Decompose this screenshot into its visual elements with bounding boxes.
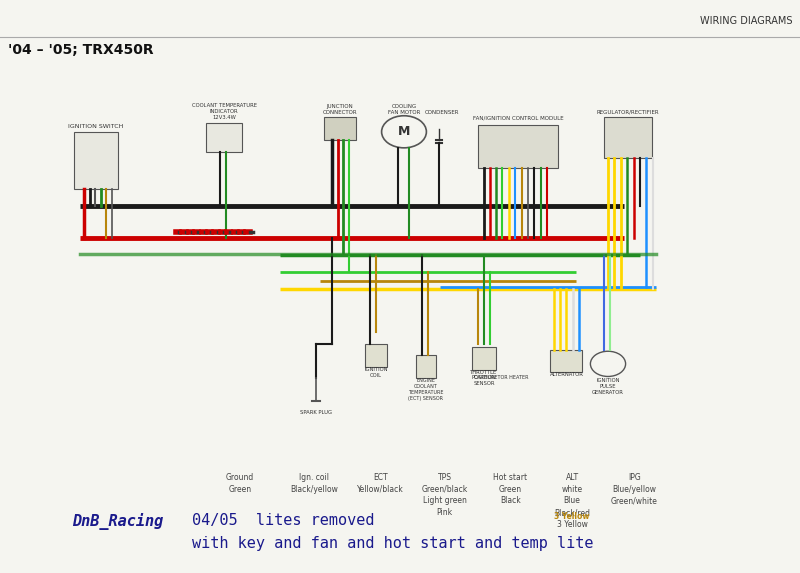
Text: ECT
Yellow/black: ECT Yellow/black [358,473,404,493]
Text: CARBURETOR HEATER: CARBURETOR HEATER [474,375,529,380]
Text: THROTTLE
POSITION
SENSOR: THROTTLE POSITION SENSOR [470,370,498,386]
Text: 04/05  lites removed: 04/05 lites removed [192,513,374,528]
Text: M: M [398,125,410,138]
Text: Ign. coil
Black/yellow: Ign. coil Black/yellow [290,473,338,493]
Text: SPARK PLUG: SPARK PLUG [300,410,332,415]
Text: 3 Yellow: 3 Yellow [554,512,590,521]
Text: JUNCTION
CONNECTOR: JUNCTION CONNECTOR [322,104,358,115]
Text: CONDENSER: CONDENSER [425,109,460,115]
FancyBboxPatch shape [206,123,242,152]
Text: WIRING DIAGRAMS: WIRING DIAGRAMS [699,16,792,26]
FancyBboxPatch shape [478,125,558,167]
Text: with key and fan and hot start and temp lite: with key and fan and hot start and temp … [192,536,594,551]
Text: IGNITION
COIL: IGNITION COIL [364,367,388,378]
Text: IPG
Blue/yellow
Green/white: IPG Blue/yellow Green/white [611,473,658,505]
Text: REGULATOR/RECTIFIER: REGULATOR/RECTIFIER [597,109,659,115]
FancyBboxPatch shape [324,117,356,140]
Text: Hot start
Green
Black: Hot start Green Black [494,473,527,505]
FancyBboxPatch shape [604,117,652,158]
Text: TPS
Green/black
Light green
Pink: TPS Green/black Light green Pink [422,473,468,517]
Text: Ground
Green: Ground Green [226,473,254,493]
Text: DnB_Racing: DnB_Racing [72,513,163,530]
FancyBboxPatch shape [74,132,118,189]
Text: FAN/IGNITION CONTROL MODULE: FAN/IGNITION CONTROL MODULE [473,115,564,120]
Text: ENGINE
COOLANT
TEMPERATURE
(ECT) SENSOR: ENGINE COOLANT TEMPERATURE (ECT) SENSOR [408,378,443,401]
Text: COOLANT TEMPERATURE
INDICATOR
12V3.4W: COOLANT TEMPERATURE INDICATOR 12V3.4W [191,103,257,120]
FancyBboxPatch shape [472,347,496,370]
FancyBboxPatch shape [416,355,436,378]
Text: ALT
white
Blue
Black/red
3 Yellow: ALT white Blue Black/red 3 Yellow [554,473,590,529]
Text: ALTERNATOR: ALTERNATOR [550,372,583,378]
Text: IGNITION SWITCH: IGNITION SWITCH [68,124,124,129]
FancyBboxPatch shape [365,344,387,367]
Text: COOLING
FAN MOTOR: COOLING FAN MOTOR [388,104,420,115]
Text: '04 – '05; TRX450R: '04 – '05; TRX450R [8,43,154,57]
Text: IGNITION
PULSE
GENERATOR: IGNITION PULSE GENERATOR [592,378,624,395]
FancyBboxPatch shape [550,350,582,372]
